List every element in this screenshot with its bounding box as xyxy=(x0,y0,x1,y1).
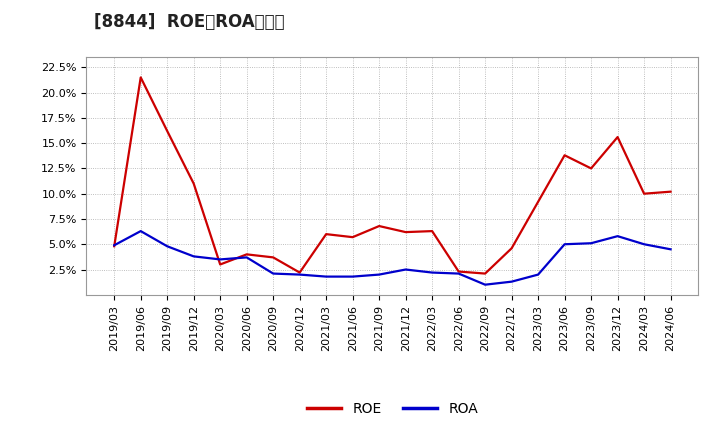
ROA xyxy=(481,282,490,287)
ROE xyxy=(322,231,330,237)
ROE xyxy=(640,191,649,196)
ROA xyxy=(216,257,225,262)
ROE xyxy=(136,75,145,80)
Line: ROE: ROE xyxy=(114,77,670,274)
ROE xyxy=(295,270,304,275)
ROE xyxy=(163,128,171,134)
ROE xyxy=(348,235,357,240)
ROE xyxy=(375,224,384,229)
ROE xyxy=(110,244,119,249)
ROA xyxy=(613,234,622,239)
ROE xyxy=(481,271,490,276)
Line: ROA: ROA xyxy=(114,231,670,285)
ROE xyxy=(189,181,198,186)
ROA xyxy=(560,242,569,247)
ROA xyxy=(163,244,171,249)
ROA xyxy=(322,274,330,279)
ROE xyxy=(666,189,675,194)
ROE xyxy=(269,255,277,260)
ROA xyxy=(375,272,384,277)
ROE xyxy=(508,246,516,251)
ROE xyxy=(613,135,622,140)
Legend: ROE, ROA: ROE, ROA xyxy=(301,397,484,422)
ROA xyxy=(666,247,675,252)
Text: [8844]  ROE、ROAの推移: [8844] ROE、ROAの推移 xyxy=(94,13,284,31)
ROA xyxy=(401,267,410,272)
ROE xyxy=(454,269,463,274)
ROA xyxy=(189,254,198,259)
ROE xyxy=(216,262,225,267)
ROA xyxy=(508,279,516,284)
ROA xyxy=(243,255,251,260)
ROE xyxy=(401,230,410,235)
ROA xyxy=(587,241,595,246)
ROA xyxy=(295,272,304,277)
ROE xyxy=(560,153,569,158)
ROA xyxy=(348,274,357,279)
ROA xyxy=(136,228,145,234)
ROE xyxy=(534,199,542,205)
ROA xyxy=(534,272,542,277)
ROE xyxy=(243,252,251,257)
ROE xyxy=(587,166,595,171)
ROA xyxy=(269,271,277,276)
ROA xyxy=(110,242,119,248)
ROE xyxy=(428,228,436,234)
ROA xyxy=(428,270,436,275)
ROA xyxy=(640,242,649,247)
ROA xyxy=(454,271,463,276)
